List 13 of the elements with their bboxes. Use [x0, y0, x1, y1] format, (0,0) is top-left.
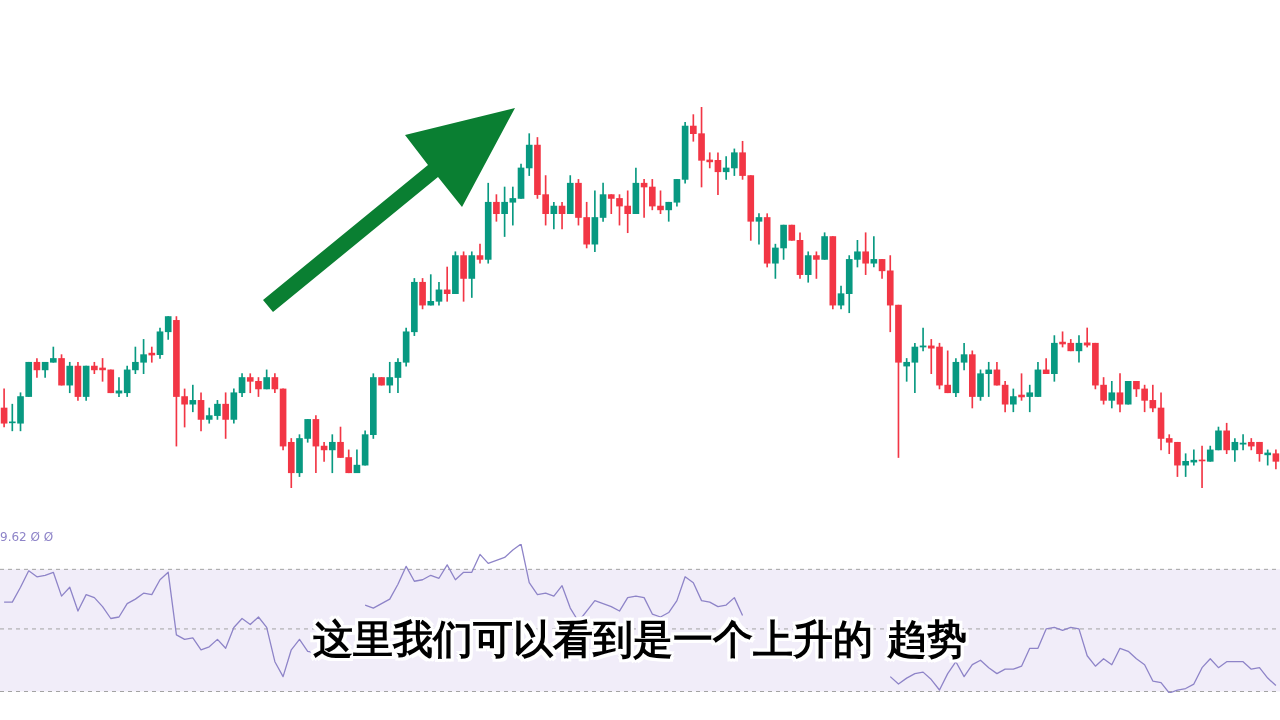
candlestick	[476, 243, 484, 264]
candlestick	[755, 213, 763, 245]
candlestick	[870, 236, 878, 268]
candlestick	[427, 274, 435, 306]
candlestick	[944, 350, 952, 394]
candlestick	[443, 266, 451, 302]
candlestick	[624, 190, 632, 234]
candlestick	[189, 384, 197, 413]
candlestick	[328, 434, 336, 474]
candlestick	[1026, 384, 1034, 413]
annotation: 9.62 Ø Ø	[0, 530, 54, 544]
annotation: 这里我们可以看到是一个上升的 趋势	[312, 615, 968, 664]
candlestick	[1239, 434, 1247, 451]
